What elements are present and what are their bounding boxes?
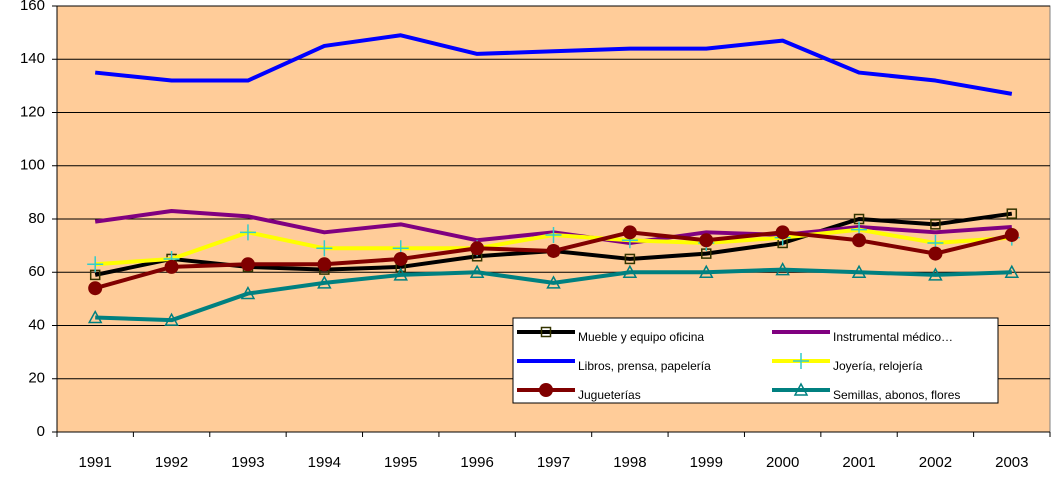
marker bbox=[624, 253, 636, 265]
marker bbox=[545, 226, 562, 243]
x-tick-label: 2003 bbox=[995, 454, 1028, 471]
marker bbox=[164, 259, 179, 274]
legend: Mueble y equipo oficina Instrumental médi… bbox=[512, 317, 999, 404]
y-tick-label: 140 bbox=[20, 50, 45, 67]
y-tick-label: 0 bbox=[37, 423, 45, 440]
marker bbox=[699, 233, 714, 248]
y-tick-label: 40 bbox=[28, 316, 45, 333]
marker bbox=[239, 224, 256, 241]
x-tick-label: 1999 bbox=[690, 454, 723, 471]
legend-label: Mueble y equipo oficina bbox=[578, 330, 704, 344]
y-tick-label: 60 bbox=[28, 263, 45, 280]
y-tick-label: 100 bbox=[20, 157, 45, 174]
marker bbox=[393, 267, 408, 281]
marker bbox=[470, 241, 485, 256]
x-tick-label: 1993 bbox=[231, 454, 264, 471]
x-tick-label: 1992 bbox=[155, 454, 188, 471]
legend-marker bbox=[793, 353, 809, 369]
x-tick-label: 1994 bbox=[308, 454, 341, 471]
marker bbox=[240, 285, 256, 300]
marker bbox=[775, 262, 790, 276]
x-tick-label: 1991 bbox=[79, 454, 112, 471]
y-tick-label: 160 bbox=[20, 0, 45, 14]
marker bbox=[1006, 208, 1018, 219]
legend-label: Libros, prensa, papelería bbox=[578, 359, 711, 373]
marker bbox=[317, 257, 332, 272]
marker bbox=[88, 281, 103, 296]
series-line bbox=[95, 267, 1012, 323]
legend-marker bbox=[540, 326, 552, 338]
marker bbox=[928, 267, 943, 281]
marker bbox=[622, 264, 638, 278]
y-tick-label: 120 bbox=[20, 103, 45, 120]
x-tick-label: 1995 bbox=[384, 454, 417, 471]
legend-marker bbox=[539, 383, 553, 397]
marker bbox=[930, 219, 941, 230]
series-line bbox=[94, 33, 1013, 96]
marker bbox=[87, 309, 103, 324]
marker bbox=[852, 233, 867, 248]
legend-label: Semillas, abonos, flores bbox=[833, 388, 960, 402]
marker bbox=[469, 264, 485, 278]
marker bbox=[1004, 227, 1019, 242]
marker bbox=[317, 275, 332, 289]
legend-label: Jugueterías bbox=[578, 388, 641, 402]
x-tick-label: 1998 bbox=[613, 454, 646, 471]
marker bbox=[87, 256, 104, 273]
marker bbox=[240, 257, 255, 272]
marker bbox=[851, 264, 867, 278]
marker bbox=[393, 251, 408, 266]
legend-marker bbox=[793, 382, 809, 396]
marker bbox=[622, 225, 637, 240]
marker bbox=[699, 264, 714, 278]
marker bbox=[1004, 264, 1020, 278]
marker bbox=[164, 312, 179, 326]
x-tick-label: 2001 bbox=[842, 454, 875, 471]
marker bbox=[546, 243, 561, 258]
legend-label: Joyería, relojería bbox=[833, 359, 923, 373]
legend-label: Instrumental médico… bbox=[833, 330, 953, 344]
x-tick-label: 2002 bbox=[919, 454, 952, 471]
marker bbox=[316, 240, 333, 257]
marker bbox=[546, 275, 561, 289]
y-tick-label: 20 bbox=[28, 370, 45, 387]
x-tick-label: 1997 bbox=[537, 454, 570, 471]
x-tick-label: 1996 bbox=[460, 454, 493, 471]
x-tick-label: 2000 bbox=[766, 454, 799, 471]
legend-box bbox=[512, 317, 999, 404]
y-tick-label: 80 bbox=[28, 210, 45, 227]
marker bbox=[928, 246, 943, 261]
marker bbox=[775, 225, 790, 240]
